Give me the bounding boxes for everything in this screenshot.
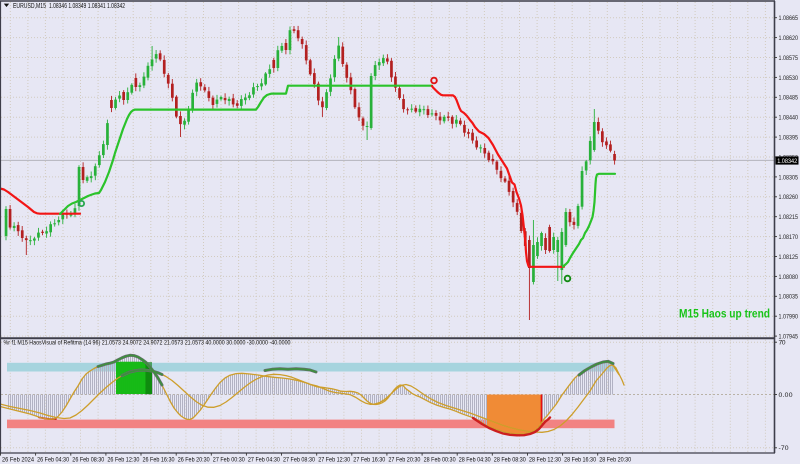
svg-text:1.08035: 1.08035 (779, 294, 799, 301)
svg-text:28 Feb 00:30: 28 Feb 00:30 (424, 456, 456, 463)
svg-text:28 Feb 12:30: 28 Feb 12:30 (529, 456, 561, 463)
svg-text:28 Feb 20:30: 28 Feb 20:30 (599, 456, 631, 463)
svg-text:28 Feb 16:30: 28 Feb 16:30 (564, 456, 596, 463)
svg-text:%r f1 M15 HaosVisual of Refitm: %r f1 M15 HaosVisual of Refitma (14 96) … (4, 339, 291, 346)
svg-text:26 Feb 08:30: 26 Feb 08:30 (72, 456, 104, 463)
svg-text:1.08080: 1.08080 (779, 274, 799, 281)
svg-text:27 Feb 12:30: 27 Feb 12:30 (318, 456, 350, 463)
svg-text:1.08440: 1.08440 (779, 115, 799, 122)
svg-text:1.08260: 1.08260 (779, 194, 799, 201)
svg-text:M15 Haos up trend: M15 Haos up trend (679, 307, 770, 321)
svg-text:1.08125: 1.08125 (779, 254, 799, 261)
svg-text:1.08170: 1.08170 (779, 234, 799, 241)
svg-text:27 Feb 04:30: 27 Feb 04:30 (248, 456, 280, 463)
svg-text:1.08575: 1.08575 (779, 55, 799, 62)
svg-text:0.00: 0.00 (779, 392, 793, 399)
svg-text:1.08620: 1.08620 (779, 35, 799, 42)
svg-text:1.07990: 1.07990 (779, 314, 799, 321)
svg-text:70: 70 (779, 340, 786, 347)
svg-text:1.08215: 1.08215 (779, 214, 799, 221)
svg-text:1.08342: 1.08342 (777, 158, 797, 165)
svg-text:1.08346 1.08349 1.08341 1.0834: 1.08346 1.08349 1.08341 1.08342 (49, 1, 125, 10)
svg-text:26 Feb 12:30: 26 Feb 12:30 (107, 456, 139, 463)
svg-text:27 Feb 20:30: 27 Feb 20:30 (388, 456, 420, 463)
svg-text:1.08395: 1.08395 (779, 135, 799, 142)
svg-text:1.08665: 1.08665 (779, 15, 799, 22)
svg-text:26 Feb 2024: 26 Feb 2024 (2, 456, 34, 463)
svg-text:1.08305: 1.08305 (779, 174, 799, 181)
svg-text:27 Feb 16:30: 27 Feb 16:30 (353, 456, 385, 463)
svg-text:26 Feb 16:30: 26 Feb 16:30 (143, 456, 175, 463)
svg-text:28 Feb 04:30: 28 Feb 04:30 (459, 456, 491, 463)
svg-text:26 Feb 20:30: 26 Feb 20:30 (178, 456, 210, 463)
svg-text:1.07945: 1.07945 (779, 334, 799, 341)
svg-text:EURUSD,M15: EURUSD,M15 (13, 1, 46, 10)
svg-text:1.08485: 1.08485 (779, 95, 799, 102)
svg-text:27 Feb 00:30: 27 Feb 00:30 (213, 456, 245, 463)
svg-text:-70: -70 (779, 445, 789, 452)
svg-text:26 Feb 04:30: 26 Feb 04:30 (37, 456, 69, 463)
svg-text:1.08530: 1.08530 (779, 75, 799, 82)
svg-text:28 Feb 08:30: 28 Feb 08:30 (494, 456, 526, 463)
svg-text:27 Feb 08:30: 27 Feb 08:30 (283, 456, 315, 463)
